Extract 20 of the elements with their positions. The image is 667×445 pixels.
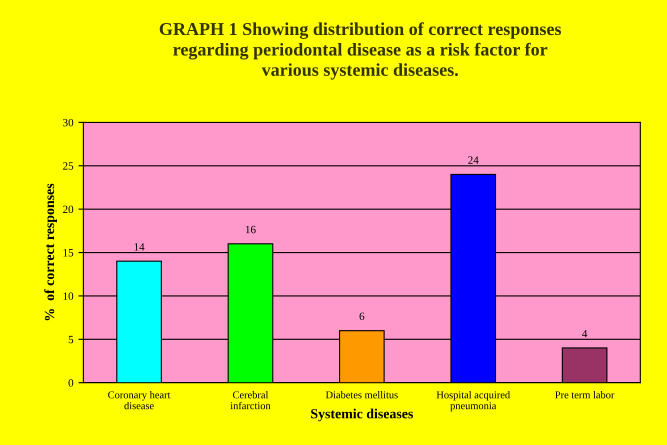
y-tick-label: 20 [63, 206, 74, 214]
y-tick-label: 10 [64, 292, 74, 300]
y-tick-label: 25 [63, 162, 74, 170]
x-axis-title: Systemic diseases [311, 408, 414, 422]
x-tick-label: Coronary heart disease [108, 391, 170, 410]
data-label: 4 [582, 330, 588, 338]
x-tick-label: Cerebral infarction [230, 391, 271, 410]
data-label: 24 [468, 156, 479, 164]
x-tick-label: Pre term labor [555, 391, 614, 398]
x-tick-label: Diabetes mellitus [326, 391, 398, 398]
data-label: 16 [246, 226, 256, 234]
chart-title: GRAPH 1 Showing distribution of correct responses regarding periodontal disease as a risk factor for various systemic diseases. [160, 22, 562, 80]
y-axis-title: % of correct responses [44, 184, 57, 320]
y-tick-label: 0 [68, 379, 74, 387]
y-tick-label: 5 [68, 336, 74, 344]
data-label: 14 [134, 243, 144, 251]
y-tick-label: 15 [64, 249, 74, 256]
data-label: 6 [360, 312, 364, 320]
y-tick-label: 30 [63, 118, 74, 126]
x-tick-label: Hospital acquired pneumonia [436, 391, 510, 412]
